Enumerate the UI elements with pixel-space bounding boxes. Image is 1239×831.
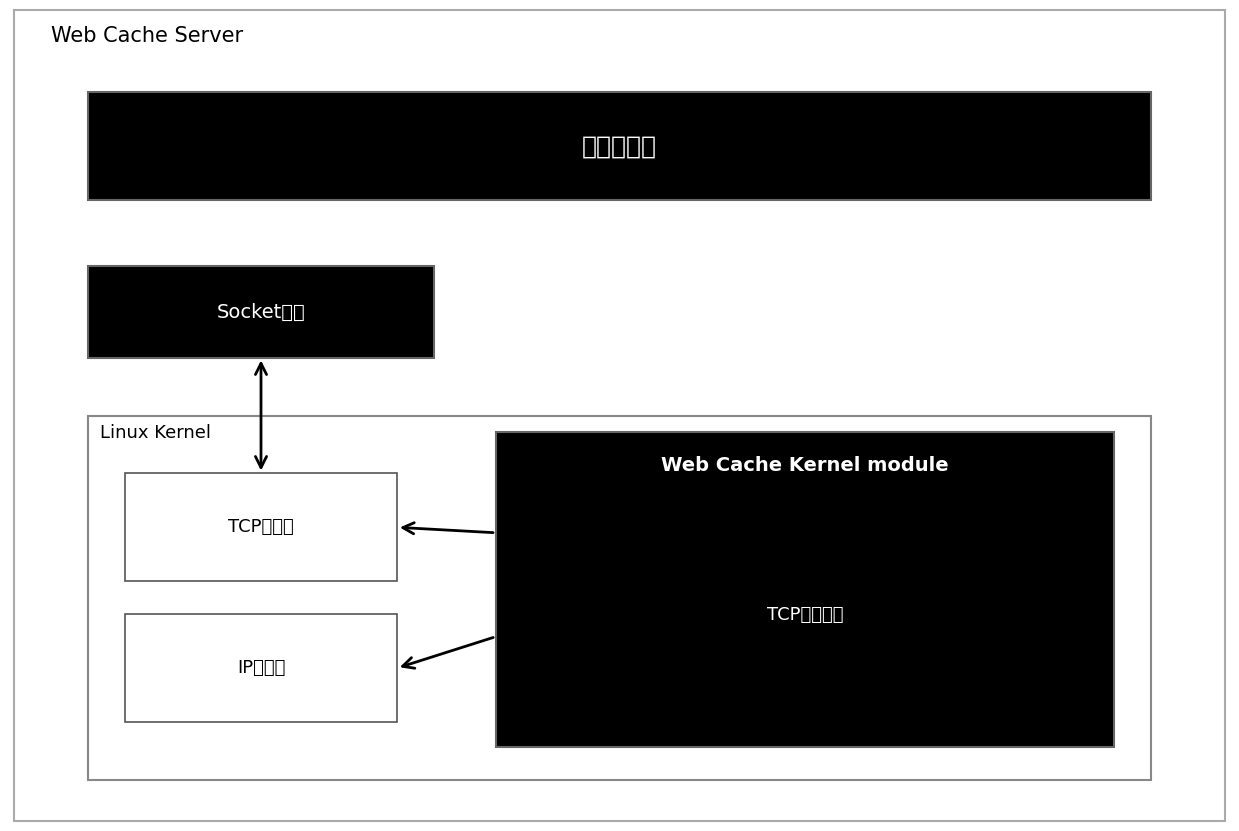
Text: TCP协议栈: TCP协议栈 <box>228 519 294 536</box>
Text: TCP流量管理: TCP流量管理 <box>767 606 844 623</box>
FancyBboxPatch shape <box>125 614 396 722</box>
Text: Socket管理: Socket管理 <box>217 302 305 322</box>
Text: Web Cache Kernel module: Web Cache Kernel module <box>662 455 949 475</box>
FancyBboxPatch shape <box>14 10 1225 821</box>
Text: Web Cache Server: Web Cache Server <box>51 27 243 47</box>
FancyBboxPatch shape <box>88 416 1151 780</box>
FancyBboxPatch shape <box>88 267 434 357</box>
Text: 流处理模块: 流处理模块 <box>582 135 657 159</box>
Text: Linux Kernel: Linux Kernel <box>100 424 212 442</box>
Text: IP协议栈: IP协议栈 <box>237 659 285 677</box>
FancyBboxPatch shape <box>88 92 1151 200</box>
FancyBboxPatch shape <box>125 474 396 581</box>
FancyBboxPatch shape <box>496 432 1114 747</box>
